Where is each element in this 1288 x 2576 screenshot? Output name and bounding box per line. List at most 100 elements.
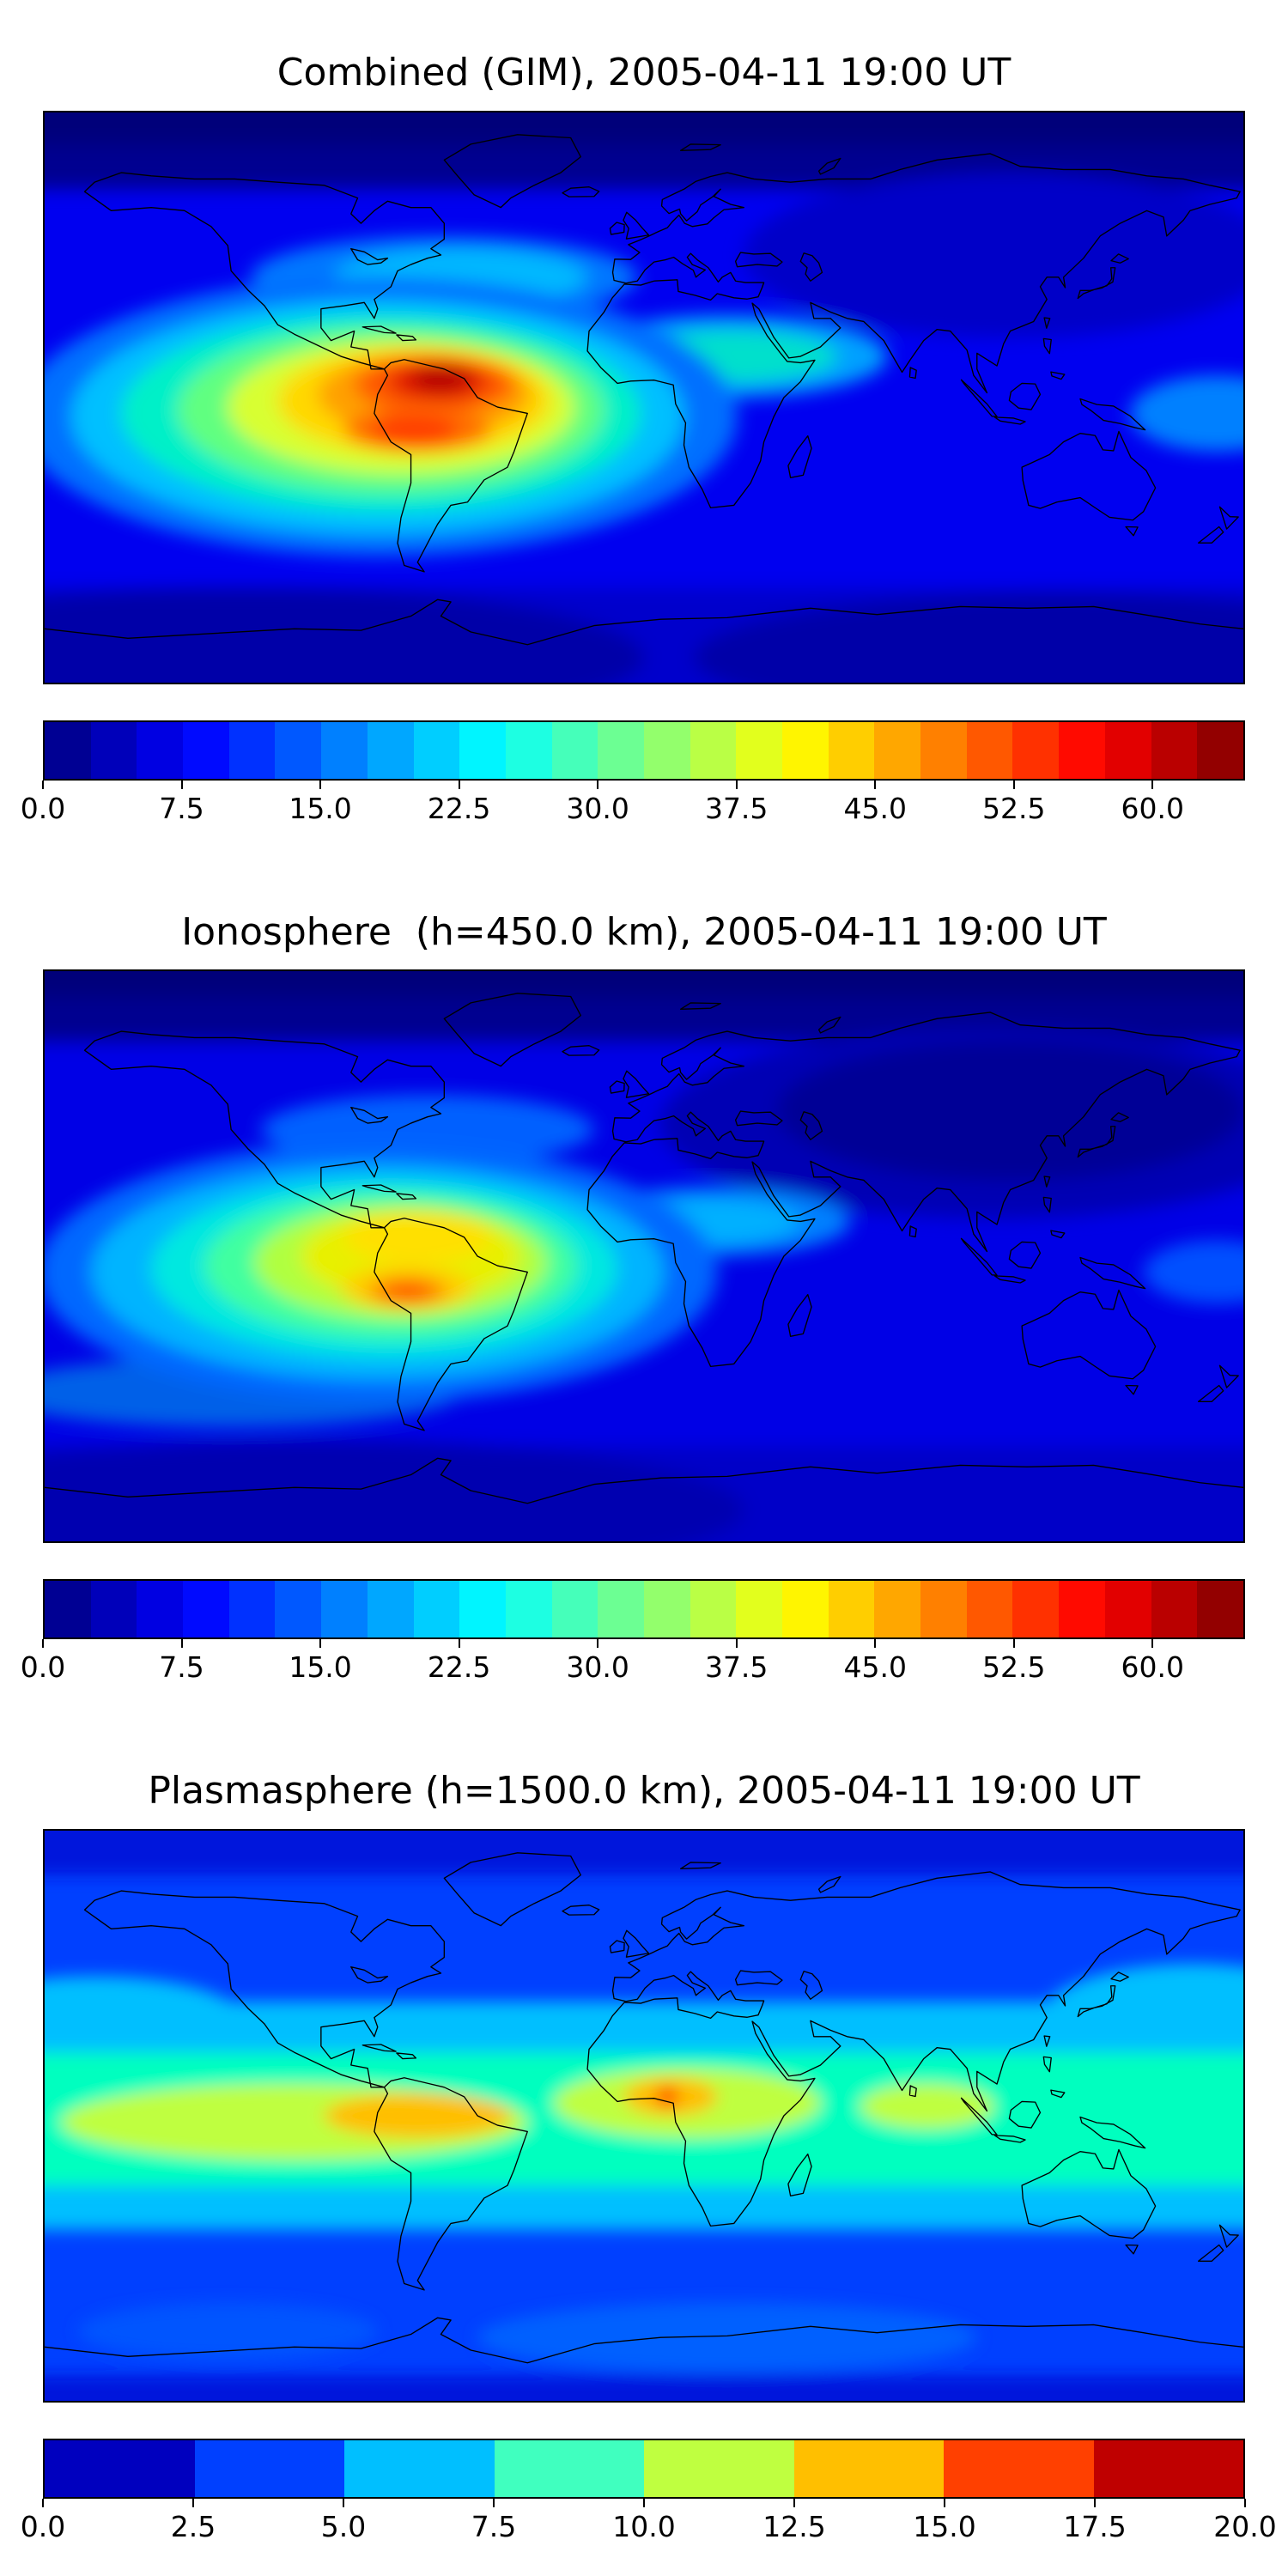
colorbar-segment: [1012, 1581, 1060, 1638]
colorbar-segment: [367, 721, 414, 779]
colorbar-tick-mark: [458, 780, 460, 789]
colorbar-tick-mark: [793, 2498, 795, 2507]
colorbar-tick-mark: [874, 780, 877, 789]
colorbar-segment: [459, 721, 506, 779]
colorbar-tick-label: 60.0: [1121, 1650, 1185, 1685]
colorbar-segment: [598, 1581, 644, 1638]
colorbar-tick-mark: [180, 1639, 183, 1649]
tec-field: [45, 971, 1243, 1542]
colorbar-segment: [736, 721, 782, 779]
colorbar-segment: [736, 1581, 782, 1638]
colorbar-segment: [782, 1581, 829, 1638]
colorbar-tick-mark: [597, 1639, 599, 1649]
colorbar-tick-mark: [42, 2498, 44, 2507]
colorbar-tick-label: 12.5: [762, 2509, 826, 2543]
colorbar-tick-label: 0.0: [20, 791, 66, 825]
colorbar-segment: [228, 1581, 276, 1638]
colorbar-segment: [1059, 721, 1105, 779]
colorbar-segment: [45, 721, 91, 779]
colorbar-segment: [1151, 721, 1198, 779]
colorbar-segment: [966, 721, 1013, 779]
colorbar-segment: [551, 1581, 598, 1638]
world-map-svg: [45, 112, 1243, 683]
colorbar-tick-label: 52.5: [982, 791, 1046, 825]
panel-plasmasphere: Plasmasphere (h=1500.0 km), 2005-04-11 1…: [21, 1770, 1277, 2545]
colorbar-segment: [551, 721, 598, 779]
colorbar-tick-label: 22.5: [427, 1650, 491, 1685]
colorbar-tick-mark: [735, 1639, 738, 1649]
colorbar-segment: [90, 721, 137, 779]
colorbar-tick-label: 45.0: [843, 791, 907, 825]
map-plasmasphere: [43, 1828, 1245, 2403]
colorbar-tick-mark: [192, 2498, 194, 2507]
colorbar-segment: [1197, 1581, 1243, 1638]
panel-ionosphere: Ionosphere (h=450.0 km), 2005-04-11 19:0…: [21, 910, 1245, 1686]
colorbar-segment: [1012, 721, 1060, 779]
colorbar-segment: [321, 721, 368, 779]
colorbar-tick-mark: [1151, 1639, 1154, 1649]
colorbar-tick-label: 52.5: [982, 1650, 1046, 1685]
colorbar-tick-mark: [1244, 2498, 1246, 2507]
colorbar-tick-label: 2.5: [170, 2509, 216, 2543]
map-ionosphere: [43, 969, 1245, 1544]
colorbar-segment: [1104, 721, 1151, 779]
colorbar-segment: [793, 2439, 944, 2497]
colorbar-segment: [90, 1581, 137, 1638]
colorbar-tick-label: 17.5: [1063, 2509, 1127, 2543]
colorbar-segment: [966, 1581, 1013, 1638]
world-map-svg: [45, 971, 1243, 1542]
colorbar-tick-label: 45.0: [843, 1650, 907, 1685]
colorbar-segment: [643, 1581, 690, 1638]
colorbar-segment: [1093, 2439, 1243, 2497]
colorbar-segment: [874, 1581, 921, 1638]
colorbar-segment: [45, 2439, 195, 2497]
colorbar-segment: [782, 721, 829, 779]
figure-title-combined: Combined (GIM), 2005-04-11 19:00 UT: [276, 51, 1012, 94]
colorbar-segment: [505, 721, 552, 779]
colorbar-tick-label: 0.0: [20, 1650, 66, 1685]
colorbar-tick-mark: [643, 2498, 645, 2507]
map-combined: [43, 110, 1245, 684]
colorbar-plasmasphere: [43, 2438, 1245, 2499]
colorbar-segment: [194, 2439, 344, 2497]
colorbar-segment: [643, 721, 690, 779]
colorbar-segment: [828, 721, 875, 779]
colorbar-tick-label: 60.0: [1121, 791, 1185, 825]
colorbar-tick-mark: [1151, 780, 1154, 789]
coastlines: [45, 1853, 1243, 2363]
colorbar-tick-label: 37.5: [704, 791, 769, 825]
colorbar-tick-mark: [1012, 780, 1015, 789]
tec-field: [45, 1830, 1243, 2401]
tec-field: [45, 112, 1243, 683]
colorbar-ticks-combined: 0.0 7.5 15.0 22.5 30.0 37.5 45.0 52.5 60.0: [21, 780, 1245, 827]
colorbar-tick-mark: [319, 780, 322, 789]
colorbar-tick-mark: [597, 780, 599, 789]
colorbar-segment: [1151, 1581, 1198, 1638]
colorbar-tick-mark: [42, 780, 44, 789]
colorbar-segment: [598, 721, 644, 779]
coastlines: [45, 134, 1243, 644]
colorbar-segment: [1197, 721, 1243, 779]
colorbar-segment: [944, 2439, 1094, 2497]
colorbar-segment: [413, 1581, 460, 1638]
colorbar-segment: [920, 721, 967, 779]
colorbar-segment: [321, 1581, 368, 1638]
colorbar-segment: [183, 721, 229, 779]
colorbar-segment: [690, 721, 737, 779]
colorbar-segment: [690, 1581, 737, 1638]
colorbar-segment: [137, 1581, 184, 1638]
colorbar-tick-mark: [319, 1639, 322, 1649]
colorbar-segment: [505, 1581, 552, 1638]
colorbar-tick-mark: [1094, 2498, 1096, 2507]
colorbar-segment: [275, 1581, 322, 1638]
world-map-svg: [45, 1830, 1243, 2401]
colorbar-tick-label: 30.0: [566, 1650, 629, 1685]
colorbar-tick-label: 37.5: [704, 1650, 769, 1685]
colorbar-tick-label: 5.0: [320, 2509, 367, 2543]
colorbar-ticks-plasmasphere: 0.0 2.5 5.0 7.5 10.0 12.5 15.0 17.5 20.0: [21, 2498, 1277, 2545]
coastlines: [45, 993, 1243, 1504]
colorbar-segment: [1104, 1581, 1151, 1638]
colorbar-tick-mark: [42, 1639, 44, 1649]
colorbar-segment: [920, 1581, 967, 1638]
